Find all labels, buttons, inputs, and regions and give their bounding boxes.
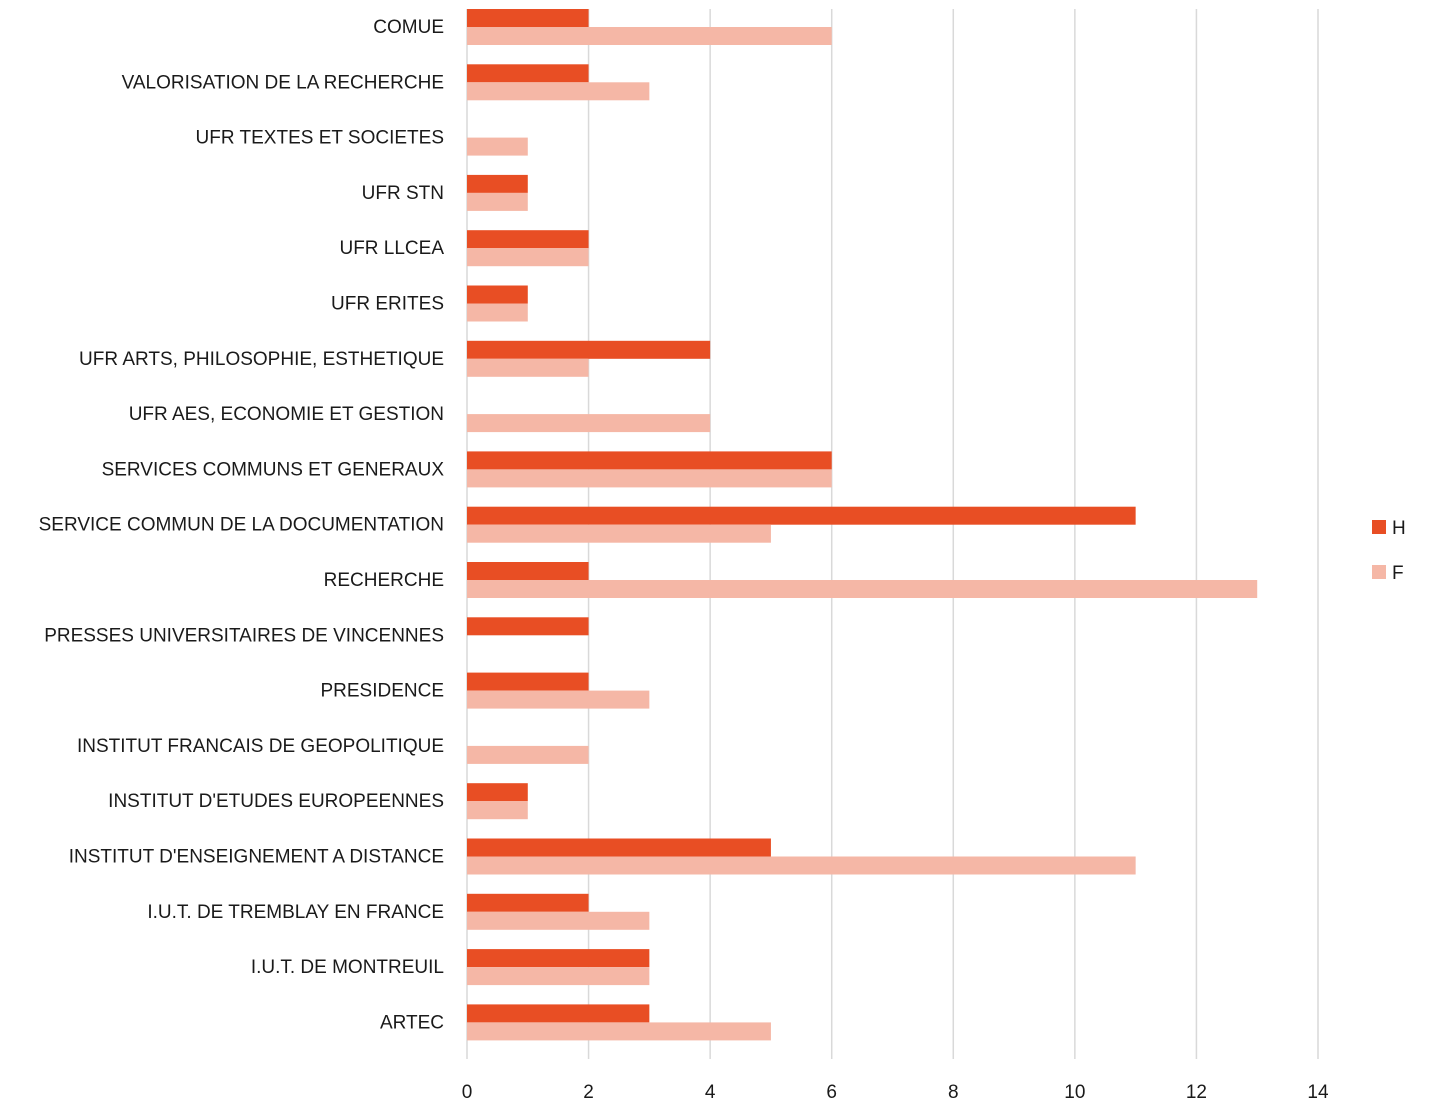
- bar-F-3: [467, 192, 528, 211]
- category-label: RECHERCHE: [324, 570, 444, 591]
- x-tick-label: 4: [705, 1082, 716, 1103]
- x-tick-label: 10: [1064, 1082, 1085, 1103]
- x-tick-label: 12: [1186, 1082, 1207, 1103]
- category-label: UFR ARTS, PHILOSOPHIE, ESTHETIQUE: [79, 349, 444, 370]
- bar-F-16: [467, 911, 650, 930]
- category-label: SERVICE COMMUN DE LA DOCUMENTATION: [39, 515, 444, 536]
- category-label: SERVICES COMMUNS ET GENERAUX: [102, 459, 445, 480]
- legend-label-F: F: [1392, 563, 1404, 584]
- bar-F-12: [467, 690, 650, 709]
- category-label: I.U.T. DE TREMBLAY EN FRANCE: [147, 902, 444, 923]
- bar-F-2: [467, 137, 528, 156]
- bar-H-5: [467, 285, 528, 304]
- bar-F-13: [467, 745, 589, 764]
- bar-F-5: [467, 303, 528, 322]
- category-label: UFR ERITES: [331, 294, 444, 315]
- x-axis-ticks: 0 2 4 6 8 10 12 14: [462, 1082, 1329, 1103]
- bar-F-8: [467, 469, 832, 488]
- category-label: ARTEC: [380, 1012, 444, 1033]
- x-tick-label: 14: [1307, 1082, 1329, 1103]
- x-tick-label: 2: [583, 1082, 594, 1103]
- bar-H-8: [467, 451, 832, 470]
- bar-H-6: [467, 340, 711, 359]
- legend: HF: [1372, 518, 1406, 584]
- bar-H-17: [467, 949, 650, 968]
- bar-H-10: [467, 562, 589, 580]
- bar-H-18: [467, 1004, 650, 1023]
- bar-F-15: [467, 856, 1136, 875]
- category-label: UFR LLCEA: [339, 238, 444, 259]
- category-label: I.U.T. DE MONTREUIL: [251, 957, 444, 978]
- category-label: UFR STN: [362, 183, 444, 204]
- bar-F-6: [467, 358, 589, 377]
- legend-swatch-H: [1372, 520, 1386, 534]
- category-label: INSTITUT D'ETUDES EUROPEENNES: [108, 791, 444, 812]
- bar-H-4: [467, 230, 589, 249]
- bar-F-7: [467, 414, 711, 433]
- legend-swatch-F: [1372, 565, 1386, 579]
- legend-label-H: H: [1392, 518, 1406, 539]
- bar-H-16: [467, 893, 589, 912]
- bar-F-14: [467, 801, 528, 820]
- x-tick-label: 6: [826, 1082, 837, 1103]
- category-label: INSTITUT FRANCAIS DE GEOPOLITIQUE: [77, 736, 444, 757]
- category-label: UFR AES, ECONOMIE ET GESTION: [129, 404, 444, 425]
- bar-H-11: [467, 617, 589, 636]
- bar-F-0: [467, 27, 832, 45]
- bar-F-4: [467, 248, 589, 267]
- bar-F-17: [467, 967, 650, 986]
- bar-F-18: [467, 1022, 771, 1041]
- x-tick-label: 8: [948, 1082, 959, 1103]
- bar-H-0: [467, 9, 589, 27]
- x-tick-label: 0: [462, 1082, 473, 1103]
- bars: [467, 9, 1258, 1041]
- category-label: INSTITUT D'ENSEIGNEMENT A DISTANCE: [69, 847, 444, 868]
- category-label: VALORISATION DE LA RECHERCHE: [122, 72, 444, 93]
- bar-H-9: [467, 506, 1136, 525]
- bar-H-12: [467, 672, 589, 691]
- category-label: UFR TEXTES ET SOCIETES: [196, 128, 444, 149]
- bar-H-14: [467, 783, 528, 802]
- category-label: PRESSES UNIVERSITAIRES DE VINCENNES: [44, 625, 444, 646]
- bar-F-9: [467, 524, 771, 543]
- bar-H-15: [467, 838, 771, 857]
- bar-F-10: [467, 580, 1258, 598]
- category-label: PRESIDENCE: [320, 681, 444, 702]
- bar-H-3: [467, 174, 528, 193]
- bar-H-1: [467, 64, 589, 83]
- category-labels: COMUE VALORISATION DE LA RECHERCHE UFR TEX…: [39, 17, 445, 1033]
- bar-F-1: [467, 82, 650, 101]
- category-label: COMUE: [373, 17, 444, 38]
